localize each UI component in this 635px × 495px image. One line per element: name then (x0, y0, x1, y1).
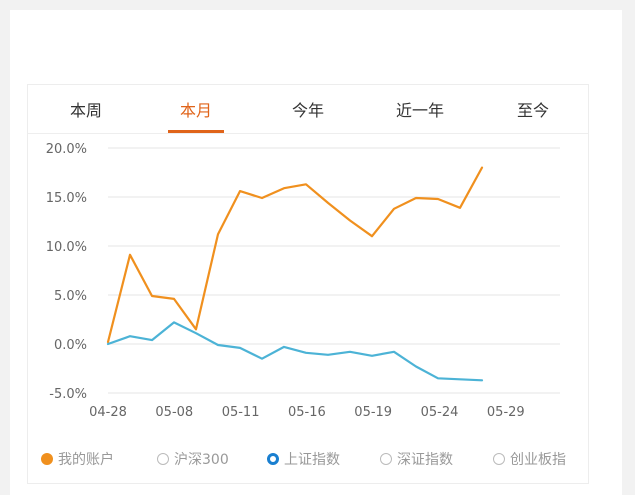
x-tick-label: 04-28 (89, 405, 127, 420)
chart-series (106, 166, 484, 382)
legend-label: 创业板指 (510, 452, 566, 468)
tab-this-month[interactable]: 本月 (179, 101, 212, 120)
empty-radio-icon (493, 453, 505, 465)
legend-label: 沪深300 (174, 452, 229, 468)
legend-item-csi300[interactable]: 沪深300 (157, 449, 229, 469)
legend-item-sse-index[interactable]: 上证指数 (267, 449, 340, 469)
legend-label: 我的账户 (58, 452, 114, 468)
empty-radio-icon (380, 453, 392, 465)
y-tick-label: 15.0% (46, 191, 87, 206)
series-line-my-account (106, 166, 484, 344)
empty-radio-icon (157, 453, 169, 465)
legend-label: 上证指数 (284, 452, 340, 468)
tab-to-date[interactable]: 至今 (516, 101, 549, 120)
period-tabs: 本周 本月 今年 近一年 至今 (28, 85, 588, 134)
tab-this-year[interactable]: 今年 (291, 101, 324, 120)
y-axis-ticks: 20.0% 15.0% 10.0% 5.0% 0.0% -5.0% (46, 142, 87, 402)
legend-item-szse-index[interactable]: 深证指数 (380, 449, 453, 469)
y-tick-label: 10.0% (46, 240, 87, 255)
series-line-sse-index (106, 321, 484, 382)
x-tick-label: 05-29 (487, 405, 525, 420)
chart-legend: 我的账户 沪深300 上证指数 深证指数 创业板指 (27, 446, 589, 470)
selected-radio-icon (267, 453, 279, 465)
x-axis-ticks: 04-28 05-08 05-11 05-16 05-19 05-24 05-29 (89, 405, 525, 420)
chart-card: 本周 本月 今年 近一年 至今 (27, 84, 589, 484)
x-tick-label: 05-24 (421, 405, 459, 420)
legend-label: 深证指数 (397, 452, 453, 468)
x-tick-label: 05-19 (354, 405, 392, 420)
legend-item-chinext-index[interactable]: 创业板指 (493, 449, 566, 469)
y-tick-label: 5.0% (54, 289, 87, 304)
filled-orange-dot-icon (41, 453, 53, 465)
chart-grid (108, 147, 560, 394)
y-tick-label: 0.0% (54, 338, 87, 353)
active-tab-underline (168, 130, 224, 133)
tab-this-week[interactable]: 本周 (69, 101, 102, 120)
y-tick-label: -5.0% (49, 387, 87, 402)
x-tick-label: 05-16 (288, 405, 326, 420)
tab-last-year[interactable]: 近一年 (395, 101, 444, 120)
x-tick-label: 05-08 (155, 405, 193, 420)
y-tick-label: 20.0% (46, 142, 87, 157)
x-tick-label: 05-11 (222, 405, 260, 420)
legend-item-my-account[interactable]: 我的账户 (41, 449, 114, 469)
